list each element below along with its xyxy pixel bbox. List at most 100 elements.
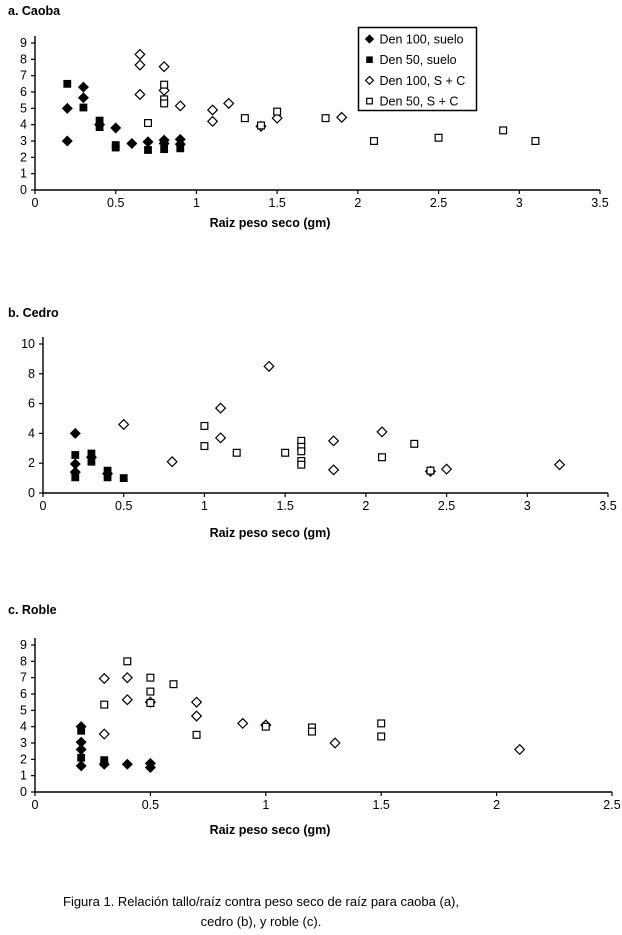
point-square-open [146, 673, 155, 682]
point-square-filled [71, 473, 80, 482]
y-tick-label-b: 6 [28, 397, 35, 411]
x-tick-label-c: 2 [493, 798, 500, 812]
y-tick-label-c: 9 [20, 638, 27, 652]
chart-c-title: c. Roble [8, 603, 57, 617]
point-square-open [144, 119, 153, 128]
y-tick-label-a: 4 [20, 118, 27, 132]
point-diamond-open [98, 672, 110, 685]
point-diamond-open [440, 463, 453, 475]
point-square-open [232, 448, 241, 457]
point-diamond-open [121, 694, 133, 706]
y-tick-label-c: 6 [20, 687, 27, 701]
point-diamond-open [206, 115, 219, 128]
point-square-open [192, 730, 201, 739]
point-square-open [499, 126, 508, 135]
chart-b-title: b. Cedro [8, 306, 59, 320]
x-tick-label-b: 3 [524, 499, 531, 513]
point-diamond-open [214, 402, 227, 414]
x-tick-label-b: 3.5 [599, 499, 616, 513]
legend-label: Den 50, S + C [380, 95, 459, 109]
point-diamond-open [190, 696, 203, 708]
point-square-filled [79, 103, 88, 112]
point-square-open [377, 732, 386, 741]
x-tick-label-a: 2.5 [430, 196, 447, 210]
y-tick-label-c: 4 [20, 720, 27, 734]
point-diamond-open [158, 61, 170, 73]
point-square-open [273, 107, 282, 116]
point-square-filled [95, 116, 104, 125]
point-diamond-open [121, 672, 133, 684]
y-tick-label-c: 5 [20, 703, 27, 717]
y-tick-label-a: 8 [20, 52, 27, 66]
y-tick-label-a: 1 [20, 167, 27, 181]
point-square-filled [144, 146, 152, 154]
point-square-open [297, 460, 306, 469]
point-diamond-open [134, 59, 146, 71]
point-diamond-filled [121, 758, 133, 770]
point-square-filled [119, 474, 128, 483]
point-square-open [261, 722, 270, 731]
point-square-open [297, 447, 306, 456]
point-square-open [378, 453, 387, 462]
x-tick-label-a: 0.5 [107, 196, 124, 210]
point-square-filled [100, 758, 109, 767]
x-tick-label-b: 1.5 [276, 499, 293, 513]
point-diamond-open [271, 112, 283, 124]
x-tick-label-a: 2 [354, 196, 361, 210]
x-tick-label-b: 0 [40, 499, 47, 513]
x-tick-label-c: 1.5 [373, 798, 390, 812]
legend-marker [366, 97, 373, 105]
legend-marker [364, 34, 375, 44]
point-square-open [321, 114, 330, 123]
legend-label: Den 100, S + C [380, 74, 466, 88]
legend-marker [366, 56, 373, 63]
point-square-filled [111, 143, 120, 152]
figure-caption: Figura 1. Relación tallo/raíz contra pes… [0, 892, 522, 932]
point-diamond-filled [61, 135, 73, 147]
chart-a-title: a. Caoba [8, 4, 61, 18]
point-diamond-open [174, 100, 186, 112]
y-tick-label-c: 1 [20, 769, 27, 783]
point-square-open [169, 680, 178, 689]
y-tick-label-a: 3 [20, 134, 27, 148]
point-square-filled [87, 457, 96, 466]
point-square-filled [176, 144, 185, 153]
point-diamond-open [206, 104, 219, 116]
point-square-filled [95, 123, 104, 132]
point-square-open [123, 657, 132, 666]
x-tick-label-a: 0 [32, 196, 39, 210]
y-tick-label-b: 8 [28, 367, 35, 381]
point-diamond-open [514, 743, 526, 756]
point-square-open [434, 133, 443, 142]
point-diamond-open [118, 418, 130, 431]
y-tick-label-a: 2 [20, 150, 27, 164]
point-square-open [257, 121, 266, 130]
point-diamond-open [190, 710, 203, 722]
point-square-open [531, 137, 540, 146]
point-square-open [307, 727, 316, 736]
point-square-open [426, 466, 435, 475]
y-tick-label-b: 4 [28, 426, 35, 440]
point-diamond-open [223, 97, 235, 110]
point-square-filled [103, 466, 112, 475]
point-square-filled [77, 726, 86, 735]
y-tick-label-a: 6 [20, 85, 27, 99]
point-diamond-filled [110, 122, 122, 134]
point-diamond-open [98, 728, 110, 740]
point-diamond-open [134, 88, 146, 101]
y-tick-label-a: 0 [20, 183, 27, 197]
point-diamond-open [329, 737, 341, 749]
point-diamond-filled [77, 81, 89, 93]
point-diamond-filled [77, 92, 89, 104]
point-diamond-open [553, 459, 566, 471]
point-square-open [377, 719, 386, 728]
figure-caption-line2: cedro (b), y roble (c). [200, 914, 322, 929]
legend-label: Den 50, suelo [380, 53, 457, 67]
x-axis-title-b: Raiz peso seco (gm) [209, 526, 331, 540]
point-square-open [410, 439, 419, 448]
point-diamond-filled [69, 427, 81, 439]
y-tick-label-c: 0 [20, 785, 27, 799]
point-square-open [370, 137, 379, 146]
y-tick-label-c: 7 [20, 671, 27, 685]
